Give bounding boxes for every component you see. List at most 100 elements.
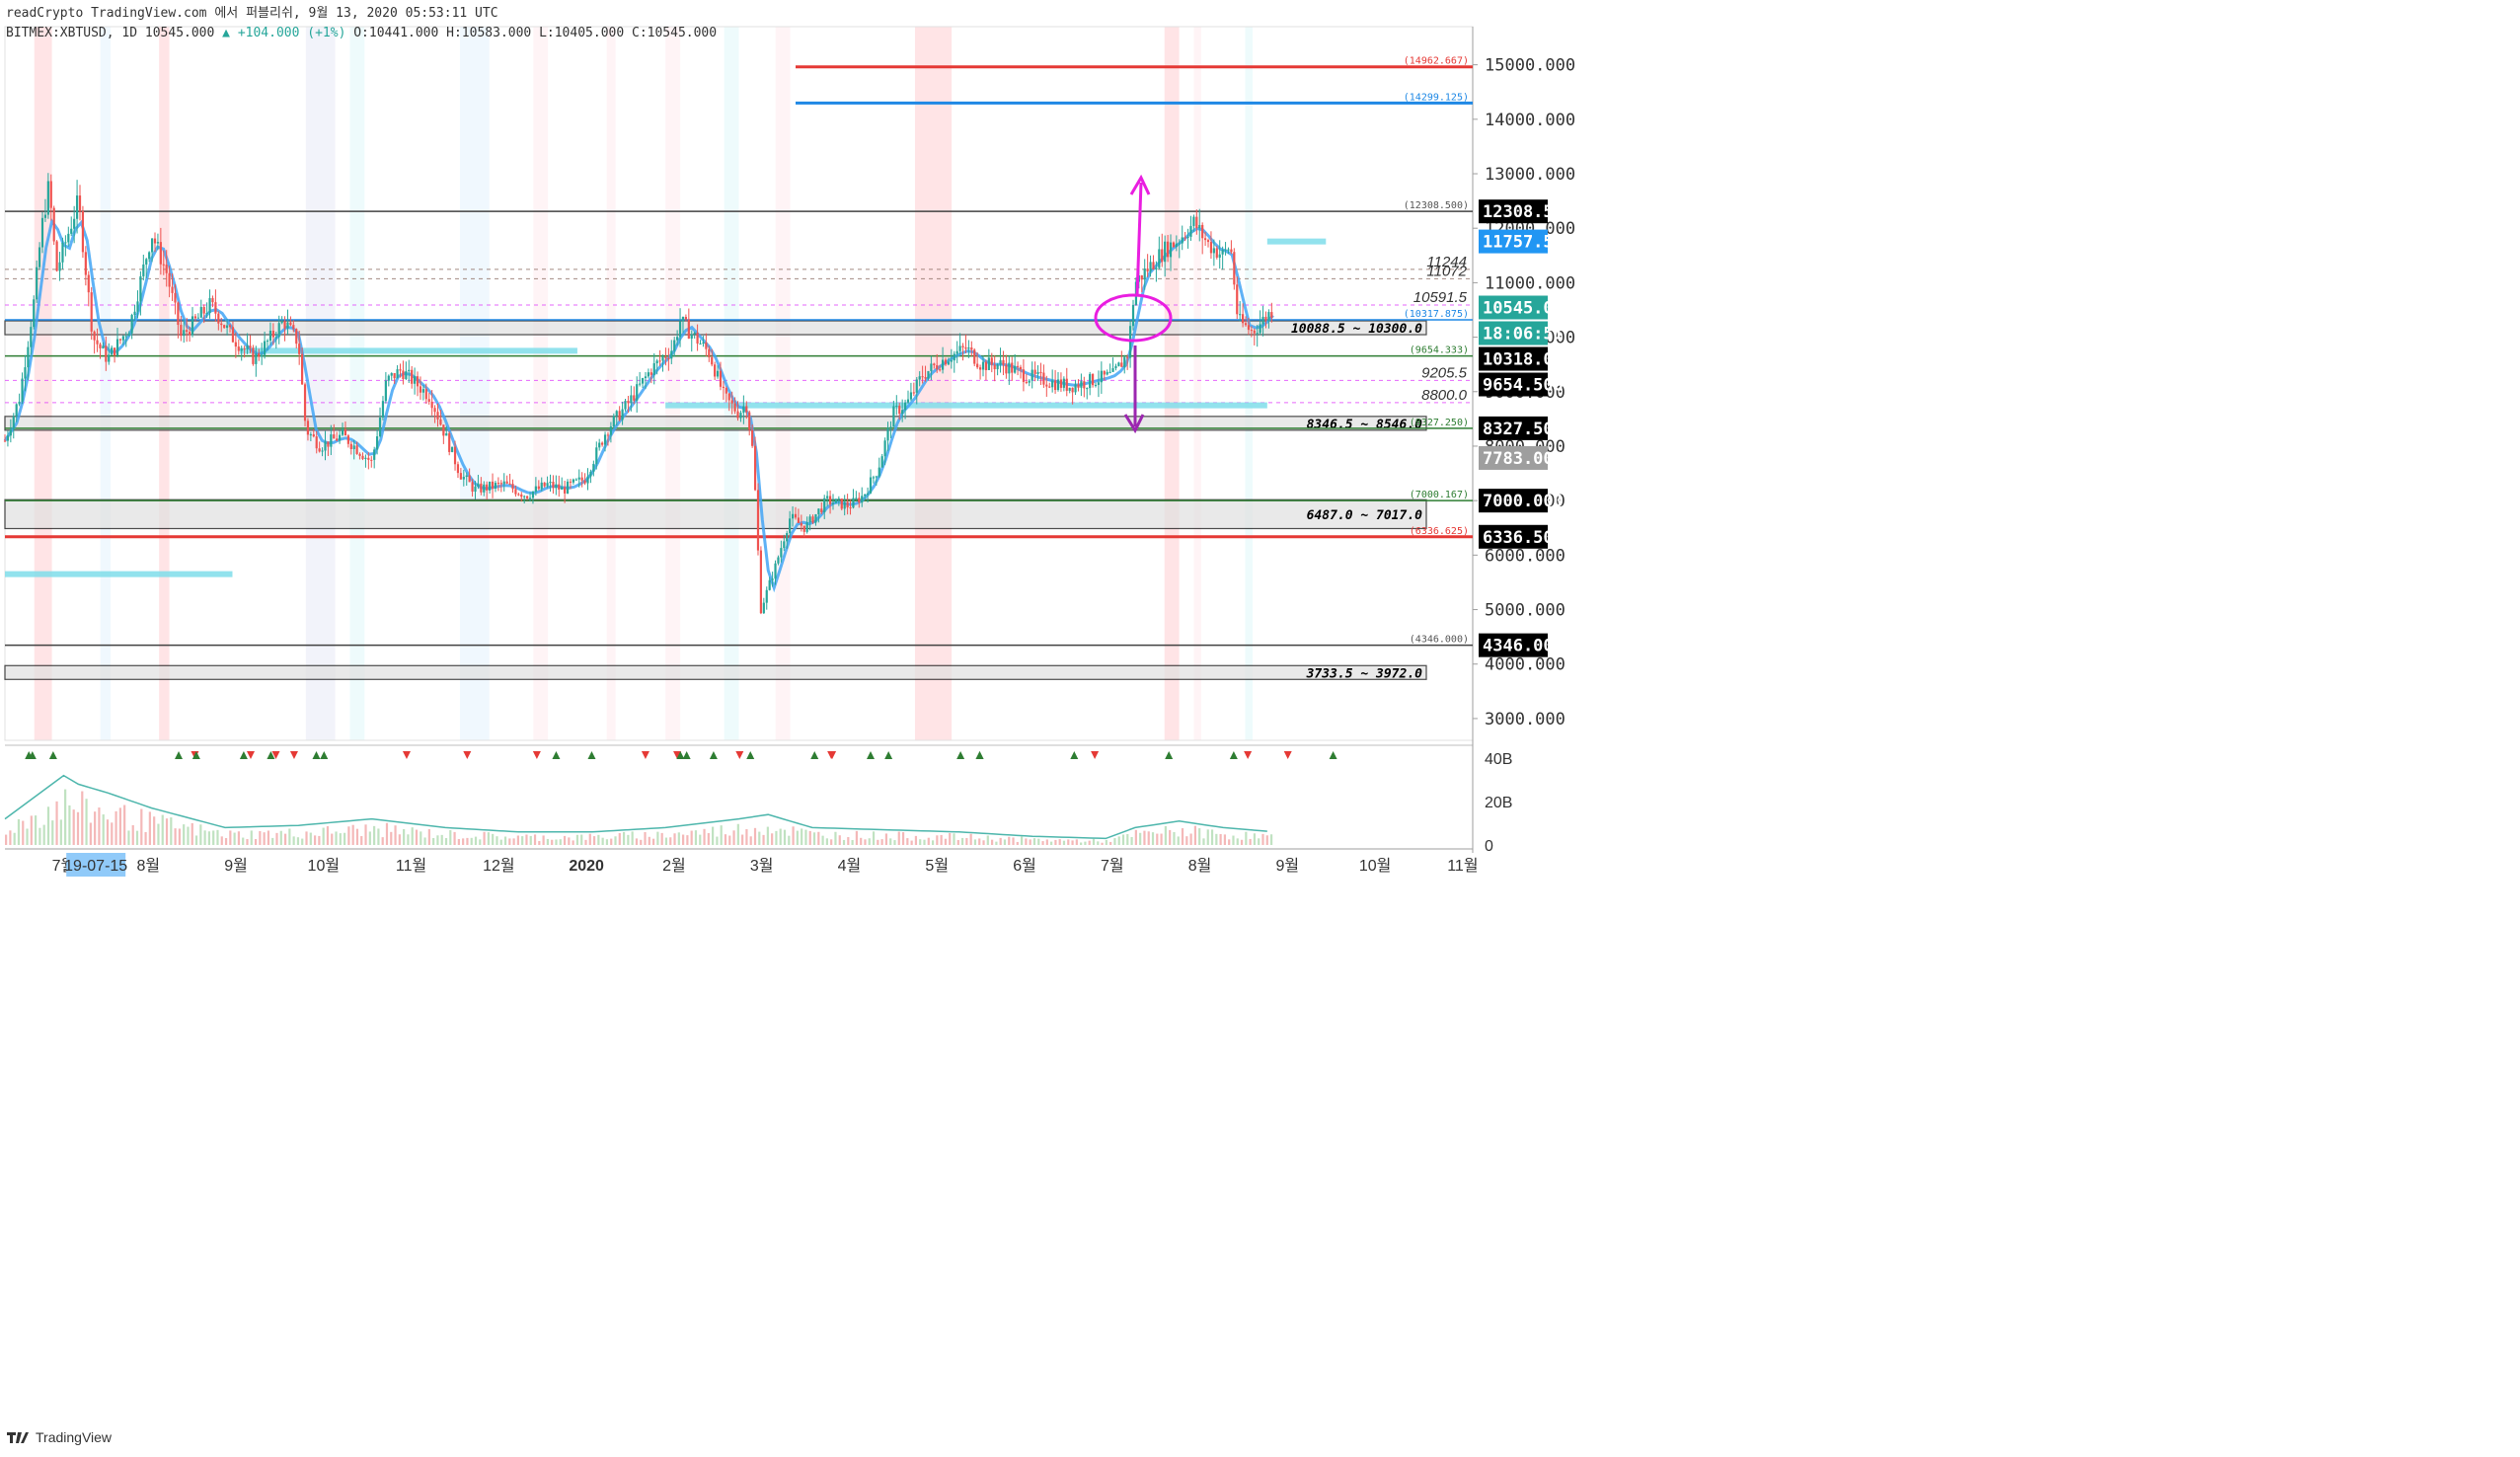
candle-body [1002, 359, 1005, 365]
volume-bar [720, 825, 723, 845]
volume-bar [292, 836, 295, 845]
candle-body [352, 445, 355, 449]
volume-bar [771, 833, 774, 845]
volume-bar [694, 830, 698, 845]
candle-body [828, 496, 832, 504]
candle-body [958, 345, 961, 351]
candle-body [1270, 312, 1273, 318]
candle-body [1114, 365, 1117, 369]
candle-body [1077, 384, 1080, 388]
candle-body [624, 401, 627, 410]
volume-bar [403, 828, 406, 845]
candle-body [24, 367, 27, 379]
chart-header: readCrypto TradingView.com 에서 퍼블리쉬, 9월 1… [6, 4, 717, 43]
candle-body [1256, 333, 1259, 335]
candle-body [936, 364, 939, 370]
candle-body [12, 416, 15, 429]
volume-bar [575, 834, 579, 845]
volume-bar [1169, 829, 1172, 845]
candle-body [716, 370, 720, 377]
volume-bar [72, 809, 75, 845]
candle-body [295, 329, 298, 345]
candle-body [70, 228, 73, 234]
candle-body [783, 541, 786, 549]
volume-bar [580, 834, 583, 845]
x-tick-label-15: 9월 [1276, 857, 1300, 875]
band-9 [724, 27, 739, 740]
candle-body [1045, 384, 1048, 387]
volume-bar [889, 838, 892, 845]
volume-bar [1003, 839, 1007, 845]
candle-body [330, 434, 333, 447]
candle-body [402, 370, 405, 379]
volume-bar [808, 830, 811, 845]
candle-body [341, 428, 344, 435]
candle-body [739, 413, 742, 419]
candle-body [947, 361, 951, 365]
volume-bar [46, 806, 50, 845]
volume-bar [13, 832, 16, 845]
candle-body [237, 346, 240, 351]
candle-body [1033, 369, 1036, 374]
volume-bar [250, 830, 253, 845]
volume-bar [288, 828, 291, 845]
candle-body [378, 417, 382, 437]
candle-body [471, 482, 474, 493]
volume-bar [651, 838, 655, 845]
candle-body [823, 498, 826, 513]
volume-bar [170, 817, 173, 845]
candle-body [439, 419, 442, 425]
candle-body [1036, 371, 1039, 374]
volume-bar [682, 834, 685, 845]
candle-body [142, 264, 145, 276]
zone-1 [4, 416, 1427, 431]
candle-body [1065, 378, 1068, 391]
volume-bar [999, 837, 1002, 845]
volume-bar [233, 832, 236, 845]
zone-label-3: 3733.5 ~ 3972.0 [1306, 666, 1423, 681]
candle-body [1236, 284, 1239, 315]
volume-bar [1109, 841, 1112, 845]
volume-bar [627, 834, 630, 845]
candle-body [1071, 387, 1074, 393]
candle-body [405, 371, 408, 379]
candle-body [786, 533, 789, 542]
volume-bar [538, 841, 541, 845]
volume-bar [148, 811, 151, 845]
volume-bar [144, 831, 147, 845]
volume-bar [610, 838, 613, 845]
band-4 [349, 27, 365, 740]
y-tick-label-11: 4000.000 [1485, 655, 1565, 675]
candle-body [558, 484, 561, 490]
candle-body [967, 347, 970, 349]
candle-body [186, 330, 189, 333]
y-tick-label-1: 14000.000 [1485, 111, 1575, 130]
volume-bar [22, 820, 25, 845]
candle-body [1008, 362, 1011, 374]
candle-body [1126, 356, 1129, 358]
zone-0 [4, 320, 1427, 336]
candle-body [346, 435, 349, 444]
candle-body [808, 516, 811, 523]
candle-body [344, 428, 347, 436]
signal-down-icon [828, 751, 837, 759]
level-tag-5: (8327.250) [1410, 418, 1469, 428]
level-tag-6: (7000.167) [1410, 490, 1469, 500]
candle-body [1247, 325, 1251, 331]
volume-bar [516, 835, 519, 845]
volume-bar [191, 822, 193, 845]
candle-body [84, 252, 87, 275]
candle-body [159, 242, 162, 265]
candle-body [655, 360, 658, 364]
chart-frame [4, 26, 1474, 853]
candle-body [318, 448, 321, 452]
x-tick-label-1: 19-07-15 [64, 858, 127, 875]
candle-body [1011, 362, 1014, 373]
candle-body [826, 496, 829, 498]
candle-body [540, 482, 543, 490]
candle-body [878, 467, 880, 477]
candle-body [376, 436, 379, 450]
price-axis: 15000.00014000.00013000.00012000.0001100… [1473, 56, 1575, 729]
volume-bar [973, 839, 977, 845]
